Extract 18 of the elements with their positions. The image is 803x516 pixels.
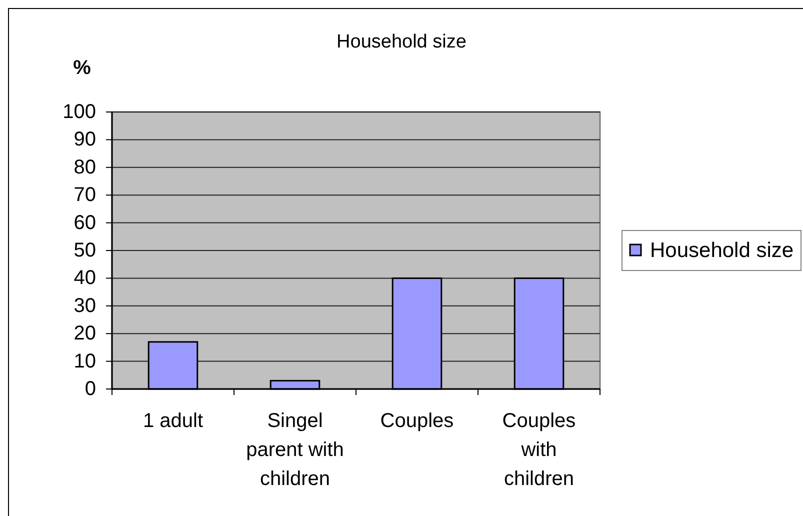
chart-title: Household size — [336, 32, 466, 52]
x-tick-label: Singel parent with children — [246, 410, 344, 490]
y-tick-label: 90 — [74, 128, 96, 151]
x-tick-label: Couples — [380, 410, 454, 432]
y-tick-label: 30 — [74, 294, 96, 317]
y-tick-label: 50 — [74, 240, 96, 262]
y-tick-label: 70 — [74, 184, 96, 206]
y-tick-label: 60 — [74, 212, 96, 234]
legend-label: Household size — [650, 239, 794, 262]
y-tick-label: 80 — [74, 156, 96, 178]
y-tick-label: 40 — [74, 267, 96, 290]
y-tick-label: 100 — [62, 101, 96, 123]
y-tick-label: 10 — [74, 350, 96, 372]
x-tick-label: 1 adult — [142, 410, 204, 432]
y-axis-title: % — [73, 57, 92, 79]
x-tick-label: Couples with children — [502, 410, 576, 490]
y-tick-label: 20 — [74, 322, 96, 345]
y-tick-label: 0 — [84, 378, 96, 400]
